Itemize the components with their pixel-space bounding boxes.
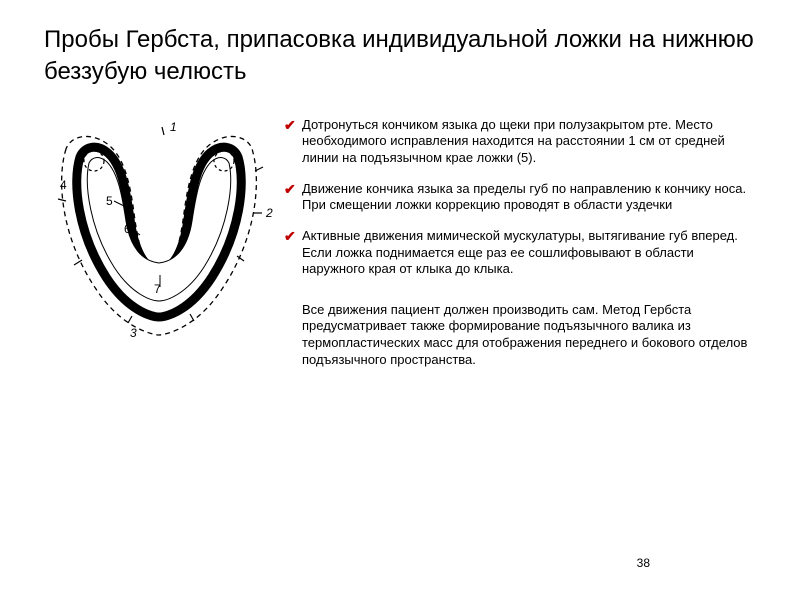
slide-title: Пробы Гербста, припасовка индивидуальной… xyxy=(44,24,756,89)
bullet-text: Движение кончика языка за пределы губ по… xyxy=(302,181,746,213)
list-item: ✔ Активные движения мимической мускулату… xyxy=(284,228,756,278)
slide: Пробы Гербста, припасовка индивидуальной… xyxy=(0,0,800,600)
check-icon: ✔ xyxy=(284,229,296,243)
list-item: ✔ Движение кончика языка за пределы губ … xyxy=(284,181,756,214)
check-icon: ✔ xyxy=(284,182,296,196)
page-number: 38 xyxy=(637,556,650,570)
svg-text:1: 1 xyxy=(170,121,177,134)
bullet-text: Дотронуться кончиком языка до щеки при п… xyxy=(302,117,725,165)
check-icon: ✔ xyxy=(284,118,296,132)
svg-text:2: 2 xyxy=(265,206,273,220)
svg-text:6: 6 xyxy=(124,222,131,236)
svg-text:4: 4 xyxy=(60,178,67,192)
text-column: ✔ Дотронуться кончиком языка до щеки при… xyxy=(274,117,756,369)
bullet-list: ✔ Дотронуться кончиком языка до щеки при… xyxy=(284,117,756,278)
svg-text:5: 5 xyxy=(106,194,113,208)
list-item: ✔ Дотронуться кончиком языка до щеки при… xyxy=(284,117,756,167)
jaw-diagram: 1 2 3 4 5 6 7 xyxy=(44,117,274,341)
summary-paragraph: Все движения пациент должен производить … xyxy=(284,302,756,369)
svg-text:3: 3 xyxy=(130,326,137,340)
body-row: 1 2 3 4 5 6 7 ✔ Д xyxy=(44,117,756,369)
bullet-text: Активные движения мимической мускулатуры… xyxy=(302,228,738,276)
